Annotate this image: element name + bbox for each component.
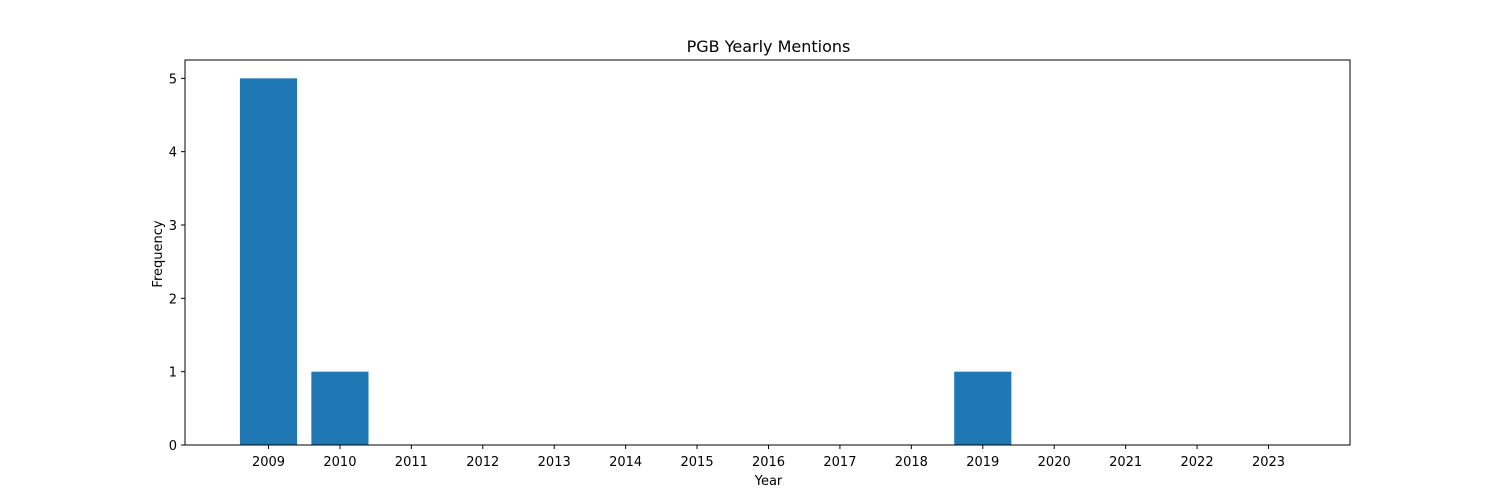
x-tick-label: 2020 xyxy=(1038,455,1071,470)
x-tick-label: 2014 xyxy=(609,455,642,470)
x-tick-label: 2023 xyxy=(1252,455,1285,470)
y-tick-label: 4 xyxy=(169,146,177,161)
y-tick-label: 2 xyxy=(169,292,177,307)
bar-2010 xyxy=(311,371,369,445)
bars-group xyxy=(239,78,1012,445)
x-tick-label: 2022 xyxy=(1181,455,1214,470)
x-tick-label: 2009 xyxy=(252,455,285,470)
x-tick-label: 2016 xyxy=(752,455,785,470)
bar-2009 xyxy=(239,78,298,445)
x-tick-label: 2015 xyxy=(681,455,714,470)
x-tick-label: 2018 xyxy=(895,455,928,470)
y-tick-label: 3 xyxy=(169,219,177,234)
x-tick-label: 2017 xyxy=(823,455,856,470)
x-tick-label: 2012 xyxy=(466,455,499,470)
y-tick-label: 5 xyxy=(169,72,177,87)
y-axis: 0 1 2 3 4 5 xyxy=(169,72,185,454)
chart-title: PGB Yearly Mentions xyxy=(687,37,851,56)
x-tick-label: 2010 xyxy=(323,455,356,470)
y-axis-label: Frequency xyxy=(151,220,166,287)
x-tick-label: 2011 xyxy=(395,455,428,470)
x-tick-label: 2021 xyxy=(1109,455,1142,470)
x-axis: 2009 2010 2011 2012 2013 2014 2015 2016 2017 2018… xyxy=(252,445,1285,470)
y-tick-label: 1 xyxy=(169,366,177,381)
x-axis-label: Year xyxy=(754,474,783,489)
bar-2019 xyxy=(954,371,1012,445)
y-tick-label: 0 xyxy=(169,439,177,454)
x-tick-label: 2013 xyxy=(538,455,571,470)
x-tick-label: 2019 xyxy=(966,455,999,470)
plot-frame xyxy=(184,59,1351,446)
